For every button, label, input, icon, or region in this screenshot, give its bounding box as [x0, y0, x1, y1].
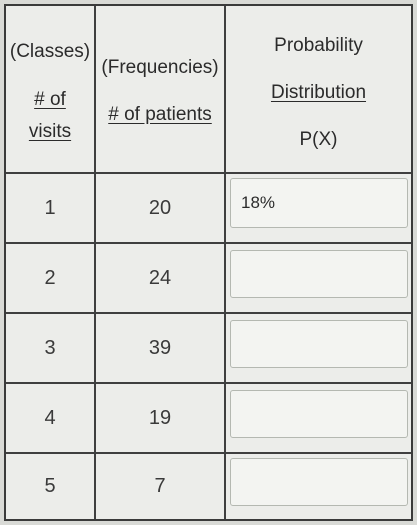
patients-cell: 20	[148, 196, 172, 219]
visits-cell: 2	[44, 266, 56, 289]
column-divider	[224, 6, 226, 519]
probability-input[interactable]	[230, 250, 408, 298]
header-classes-label: (Classes)	[9, 41, 91, 62]
row-divider	[6, 242, 411, 244]
probability-input[interactable]	[230, 178, 408, 228]
header-probability-label: P(X)	[299, 129, 338, 150]
patients-cell: 39	[148, 336, 172, 359]
row-divider	[6, 172, 411, 174]
header-frequencies-label: # of patients	[108, 104, 212, 125]
patients-cell: 19	[148, 406, 172, 429]
header-probability: Probability Distribution P(X)	[226, 6, 411, 172]
probability-input[interactable]	[230, 390, 408, 438]
row-divider	[6, 452, 411, 454]
probability-table: (Classes) # of visits (Frequencies) # of…	[4, 4, 413, 521]
header-classes-label: visits	[28, 121, 72, 142]
patients-cell: 24	[148, 266, 172, 289]
header-classes: (Classes) # of visits	[6, 6, 94, 172]
patients-cell: 7	[154, 475, 166, 497]
header-frequencies-label: (Frequencies)	[101, 57, 219, 78]
visits-cell: 4	[44, 406, 56, 429]
row-divider	[6, 312, 411, 314]
column-divider	[94, 6, 96, 519]
visits-cell: 1	[44, 196, 56, 219]
visits-cell: 3	[44, 336, 56, 359]
row-divider	[6, 382, 411, 384]
probability-input[interactable]	[230, 320, 408, 368]
header-frequencies: (Frequencies) # of patients	[96, 6, 224, 172]
header-probability-label: Distribution	[270, 82, 367, 103]
probability-input[interactable]	[230, 458, 408, 506]
header-classes-label: # of	[34, 89, 66, 110]
header-probability-label: Probability	[274, 35, 363, 56]
visits-cell: 5	[44, 475, 56, 497]
